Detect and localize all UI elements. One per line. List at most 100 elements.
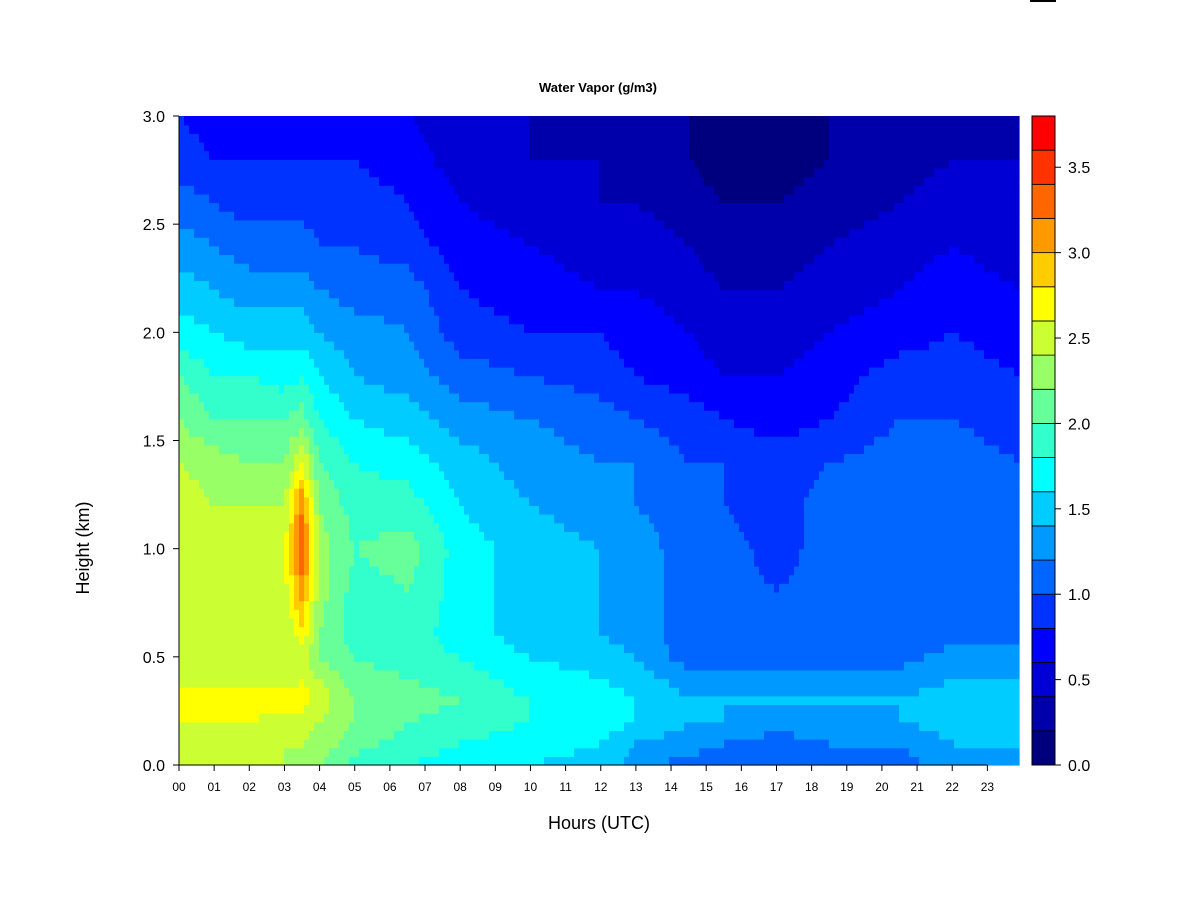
heatmap-cell: [454, 531, 460, 541]
heatmap-cell: [369, 202, 375, 212]
heatmap-cell: [314, 565, 320, 576]
heatmap-cell: [224, 219, 230, 230]
heatmap-cell: [389, 747, 395, 757]
heatmap-cell: [449, 462, 455, 472]
heatmap-cell: [334, 583, 340, 593]
heatmap-cell: [504, 661, 510, 671]
heatmap-cell: [239, 514, 245, 524]
heatmap-cell: [259, 721, 265, 731]
heatmap-cell: [499, 583, 505, 593]
heatmap-cell: [244, 479, 250, 489]
heatmap-cell: [284, 116, 290, 126]
heatmap-cell: [474, 643, 480, 654]
heatmap-cell: [309, 591, 315, 602]
heatmap-cell: [219, 462, 225, 472]
heatmap-cell: [494, 167, 500, 178]
heatmap-cell: [274, 505, 280, 515]
heatmap-cell: [374, 323, 380, 333]
heatmap-cell: [329, 747, 335, 757]
heatmap-cell: [229, 375, 235, 385]
heatmap-cell: [354, 514, 360, 524]
heatmap-cell: [394, 453, 400, 463]
heatmap-cell: [209, 730, 215, 740]
heatmap-cell: [324, 202, 330, 212]
heatmap-cell: [364, 219, 370, 230]
heatmap-cell: [494, 133, 500, 143]
heatmap-cell: [304, 289, 310, 299]
heatmap-cell: [349, 167, 355, 178]
heatmap-cell: [209, 219, 215, 230]
heatmap-cell: [444, 574, 450, 584]
heatmap-cell: [414, 401, 420, 411]
heatmap-cell: [509, 548, 515, 558]
heatmap-cell: [294, 505, 300, 515]
heatmap-cell: [239, 470, 245, 481]
heatmap-cell: [314, 315, 320, 325]
heatmap-cell: [249, 695, 255, 706]
heatmap-cell: [419, 739, 425, 749]
heatmap-cell: [294, 756, 300, 766]
heatmap-cell: [419, 418, 425, 429]
heatmap-cell: [469, 444, 475, 455]
heatmap-cell: [259, 211, 265, 221]
heatmap-cell: [234, 747, 240, 757]
heatmap-cell: [504, 401, 510, 411]
heatmap-cell: [399, 635, 405, 645]
heatmap-cell: [404, 315, 410, 325]
heatmap-cell: [414, 185, 420, 195]
heatmap-cell: [229, 401, 235, 411]
heatmap-cell: [444, 176, 450, 186]
heatmap-cell: [429, 176, 435, 186]
heatmap-cell: [364, 263, 370, 273]
heatmap-cell: [329, 219, 335, 230]
heatmap-cell: [404, 228, 410, 238]
heatmap-cell: [364, 133, 370, 143]
heatmap-cell: [274, 574, 280, 584]
heatmap-cell: [414, 245, 420, 256]
heatmap-cell: [389, 254, 395, 264]
heatmap-cell: [419, 271, 425, 282]
heatmap-cell: [254, 202, 260, 212]
heatmap-cell: [324, 401, 330, 411]
heatmap-cell: [449, 548, 455, 558]
heatmap-cell: [364, 315, 370, 325]
heatmap-cell: [359, 643, 365, 654]
heatmap-cell: [344, 747, 350, 757]
heatmap-cell: [309, 375, 315, 385]
heatmap-cell: [384, 150, 390, 160]
heatmap-cell: [304, 392, 310, 403]
heatmap-cell: [434, 470, 440, 481]
heatmap-cell: [299, 470, 305, 481]
heatmap-cell: [344, 297, 350, 307]
heatmap-cell: [264, 574, 270, 584]
heatmap-cell: [249, 375, 255, 385]
heatmap-cell: [229, 678, 235, 688]
heatmap-cell: [474, 747, 480, 757]
heatmap-cell: [479, 695, 485, 706]
heatmap-cell: [239, 193, 245, 204]
heatmap-cell: [239, 116, 245, 126]
heatmap-cell: [299, 392, 305, 403]
heatmap-cell: [454, 133, 460, 143]
heatmap-cell: [469, 219, 475, 230]
heatmap-cell: [379, 150, 385, 160]
heatmap-cell: [454, 600, 460, 610]
heatmap-cell: [229, 462, 235, 472]
heatmap-cell: [499, 297, 505, 307]
heatmap-cell: [414, 280, 420, 290]
heatmap-cell: [329, 678, 335, 688]
heatmap-cell: [194, 167, 200, 178]
heatmap-cell: [484, 436, 490, 446]
heatmap-cell: [384, 133, 390, 143]
heatmap-cell: [269, 687, 275, 697]
heatmap-cell: [359, 730, 365, 740]
heatmap-cell: [269, 401, 275, 411]
heatmap-cell: [219, 133, 225, 143]
heatmap-cell: [504, 392, 510, 403]
heatmap-cell: [189, 730, 195, 740]
heatmap-cell: [204, 366, 210, 377]
heatmap-cell: [279, 488, 285, 498]
heatmap-cell: [239, 323, 245, 333]
heatmap-cell: [304, 600, 310, 610]
heatmap-cell: [284, 514, 290, 524]
